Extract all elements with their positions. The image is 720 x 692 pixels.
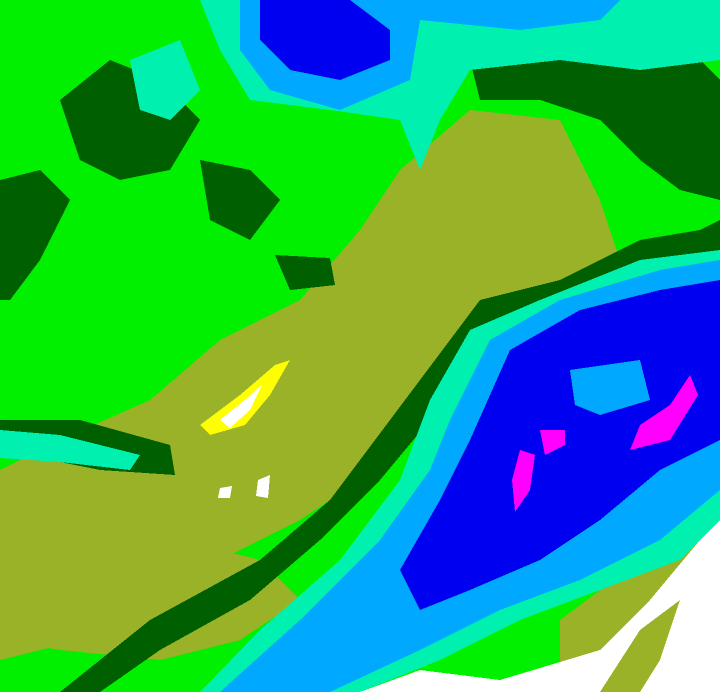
magenta-patch-3 — [630, 375, 698, 450]
olive-fringe — [600, 600, 680, 692]
yellow-patch — [200, 360, 290, 435]
aquamarine-band-left — [0, 430, 140, 470]
light-blue-inner — [570, 360, 650, 415]
olive-region-left — [0, 520, 300, 660]
dark-green-edge — [60, 220, 720, 692]
dark-green-topright — [470, 40, 720, 200]
magenta-patch-1 — [512, 450, 535, 512]
white-speck-2 — [218, 486, 232, 498]
aquamarine-topleft — [130, 40, 200, 120]
white-speck-1 — [256, 475, 270, 498]
white-patch — [220, 385, 262, 428]
dark-green-patch — [275, 255, 335, 290]
magenta-patch-2 — [540, 430, 565, 455]
dark-green-center — [200, 160, 280, 240]
olive-region — [0, 110, 620, 660]
blue-top — [260, 0, 390, 80]
dark-green-left — [0, 170, 70, 300]
